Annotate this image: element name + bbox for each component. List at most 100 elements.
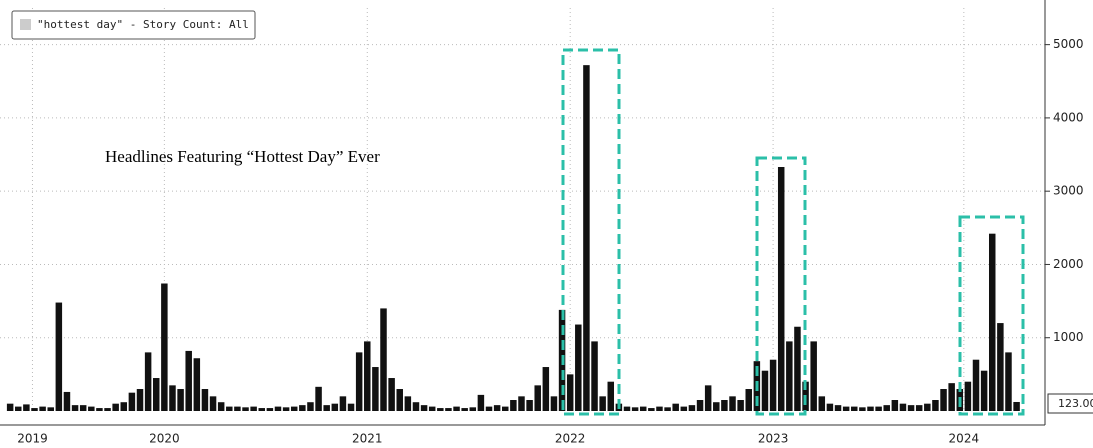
x-tick-label: 2021: [352, 432, 383, 446]
bar: [883, 405, 890, 411]
legend-label: "hottest day" - Story Count: All: [37, 18, 249, 31]
bar: [63, 391, 71, 411]
bar: [510, 400, 517, 411]
bar: [234, 406, 241, 411]
x-tick-label: 2023: [758, 432, 789, 446]
bar: [623, 406, 631, 411]
bar: [672, 403, 679, 411]
bar: [461, 408, 468, 411]
bar: [899, 403, 907, 411]
bar: [71, 405, 79, 411]
bar: [842, 406, 850, 411]
bar: [639, 406, 647, 411]
x-tick-label: 2020: [149, 432, 180, 446]
bar: [761, 370, 769, 411]
bar: [810, 341, 817, 411]
bars: [6, 65, 1020, 412]
bar: [250, 406, 257, 411]
bar: [721, 400, 728, 411]
bar: [47, 407, 54, 411]
bar: [258, 408, 266, 411]
y-tick-label: 4000: [1053, 110, 1084, 124]
bar: [39, 406, 46, 411]
legend: [11, 10, 256, 40]
bar: [688, 405, 696, 411]
bar: [851, 406, 858, 411]
bar: [209, 396, 217, 411]
bar: [980, 370, 988, 411]
bar: [964, 381, 972, 411]
bar: [891, 400, 899, 411]
bar: [932, 400, 939, 411]
bar: [144, 352, 152, 411]
bar: [79, 405, 87, 411]
bar: [940, 389, 947, 411]
bar: [607, 381, 615, 411]
bar: [15, 406, 22, 411]
bar: [396, 389, 403, 411]
y-tick-label: 1000: [1053, 330, 1084, 344]
bar: [6, 403, 14, 411]
bar: [599, 396, 606, 411]
bar: [185, 350, 192, 411]
bar: [88, 406, 95, 411]
bar: [502, 406, 509, 411]
bar: [988, 233, 996, 411]
bar: [575, 324, 582, 411]
bar: [1013, 401, 1020, 411]
bar: [777, 167, 785, 411]
bar: [323, 405, 330, 411]
bar: [428, 406, 436, 411]
bar: [152, 378, 160, 411]
last-value-label: 123.00: [1058, 397, 1093, 410]
bar: [469, 407, 477, 411]
bar: [169, 385, 176, 411]
bar: [104, 408, 111, 411]
bar: [339, 396, 347, 411]
bar: [404, 396, 412, 411]
bar: [493, 405, 501, 411]
bar: [915, 405, 923, 411]
y-tick-label: 5000: [1053, 37, 1084, 51]
bar: [542, 367, 550, 411]
y-tick-label: 3000: [1053, 184, 1084, 198]
bar: [948, 383, 955, 411]
bar: [924, 403, 931, 411]
bar: [388, 378, 395, 411]
bar: [266, 408, 274, 411]
bar: [347, 403, 355, 411]
bar: [997, 323, 1004, 411]
bar: [745, 389, 752, 411]
bar: [282, 407, 290, 411]
bar: [112, 403, 119, 411]
bar: [128, 392, 136, 411]
bar: [794, 326, 801, 411]
bar: [534, 385, 541, 411]
bar: [867, 406, 874, 411]
bar: [907, 405, 915, 411]
bar: [704, 385, 712, 411]
legend-swatch: [20, 19, 31, 30]
bar: [834, 405, 842, 411]
bar: [307, 402, 314, 411]
bar: [737, 400, 744, 411]
bar: [242, 407, 249, 411]
bar: [713, 402, 720, 411]
bar: [290, 406, 298, 411]
grid: [0, 8, 1045, 411]
bar: [420, 405, 428, 411]
y-tick-label: 2000: [1053, 257, 1084, 271]
bar: [299, 405, 306, 411]
bar: [583, 65, 590, 412]
bar: [729, 396, 736, 411]
bar: [177, 389, 184, 411]
bar: [453, 406, 460, 411]
bar: [412, 402, 420, 411]
bar: [96, 408, 103, 411]
bar: [859, 407, 866, 411]
bar: [331, 403, 339, 411]
bar: [526, 400, 533, 411]
bar: [445, 408, 452, 411]
bar: [217, 402, 225, 411]
bar: [161, 283, 168, 411]
